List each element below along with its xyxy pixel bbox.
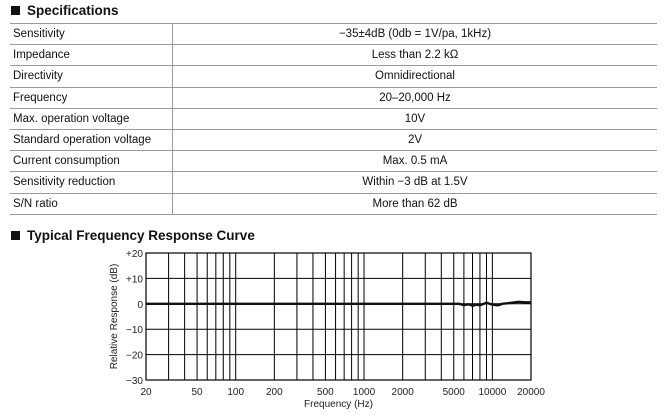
spec-row: Sensitivity −35±4dB (0db = 1V/pa, 1kHz) [10, 22, 657, 46]
spec-row: Impedance Less than 2.2 kΩ [10, 44, 657, 67]
spec-row: Directivity Omnidirectional [10, 65, 657, 88]
spec-row: Current consumption Max. 0.5 mA [10, 150, 657, 173]
square-bullet-icon [11, 6, 20, 15]
y-tick-label: −10 [126, 325, 143, 336]
y-axis-label: Relative Response (dB) [109, 264, 120, 370]
spec-row: Frequency 20–20,000 Hz [10, 87, 657, 109]
spec-row: Max. operation voltage 10V [10, 108, 657, 130]
frequency-response-title: Typical Frequency Response Curve [27, 228, 255, 243]
spec-label: Impedance [10, 44, 173, 67]
y-tick-label: +20 [126, 249, 143, 260]
spec-value: 10V [172, 108, 657, 130]
frequency-response-heading: Typical Frequency Response Curve [11, 228, 255, 243]
y-tick-label: +10 [126, 274, 143, 285]
spec-label: Sensitivity [10, 22, 173, 46]
y-tick-label: −20 [126, 351, 143, 362]
spec-row: S/N ratio More than 62 dB [10, 193, 657, 215]
spec-label: S/N ratio [10, 193, 173, 215]
spec-label: Directivity [10, 65, 173, 88]
x-tick-label: 10000 [478, 387, 506, 398]
spec-label: Sensitivity reduction [10, 171, 173, 194]
spec-value: Less than 2.2 kΩ [172, 44, 657, 67]
spec-value: 20–20,000 Hz [172, 87, 657, 109]
spec-label: Max. operation voltage [10, 108, 173, 130]
spec-value: Within −3 dB at 1.5V [172, 171, 657, 194]
x-tick-label: 1000 [353, 387, 376, 398]
x-tick-label: 20000 [517, 387, 545, 398]
x-axis-label: Frequency (Hz) [304, 399, 373, 410]
plot-frame [145, 252, 532, 381]
spec-value: Omnidirectional [172, 65, 657, 88]
y-tick-label: 0 [137, 300, 143, 311]
x-tick-label: 20 [140, 387, 152, 398]
specifications-title: Specifications [27, 3, 119, 18]
spec-row: Standard operation voltage 2V [10, 129, 657, 152]
spec-row: Sensitivity reduction Within −3 dB at 1.5… [10, 171, 657, 194]
y-tick-label: −30 [126, 376, 143, 387]
spec-value: 2V [172, 129, 657, 152]
spec-value: −35±4dB (0db = 1V/pa, 1kHz) [172, 22, 657, 46]
spec-value: Max. 0.5 mA [172, 150, 657, 173]
response-curve-line [146, 300, 531, 308]
x-tick-label: 5000 [443, 387, 466, 398]
x-tick-label: 100 [227, 387, 244, 398]
x-tick-label: 2000 [392, 387, 415, 398]
spec-label: Standard operation voltage [10, 129, 173, 152]
spec-value: More than 62 dB [172, 193, 657, 215]
specifications-heading: Specifications [11, 3, 119, 18]
specifications-table: Sensitivity −35±4dB (0db = 1V/pa, 1kHz) Im… [10, 22, 657, 215]
square-bullet-icon [11, 231, 20, 240]
x-tick-label: 50 [192, 387, 204, 398]
x-tick-label: 500 [317, 387, 334, 398]
spec-label: Current consumption [10, 150, 173, 173]
x-tick-label: 200 [266, 387, 283, 398]
spec-label: Frequency [10, 87, 173, 109]
